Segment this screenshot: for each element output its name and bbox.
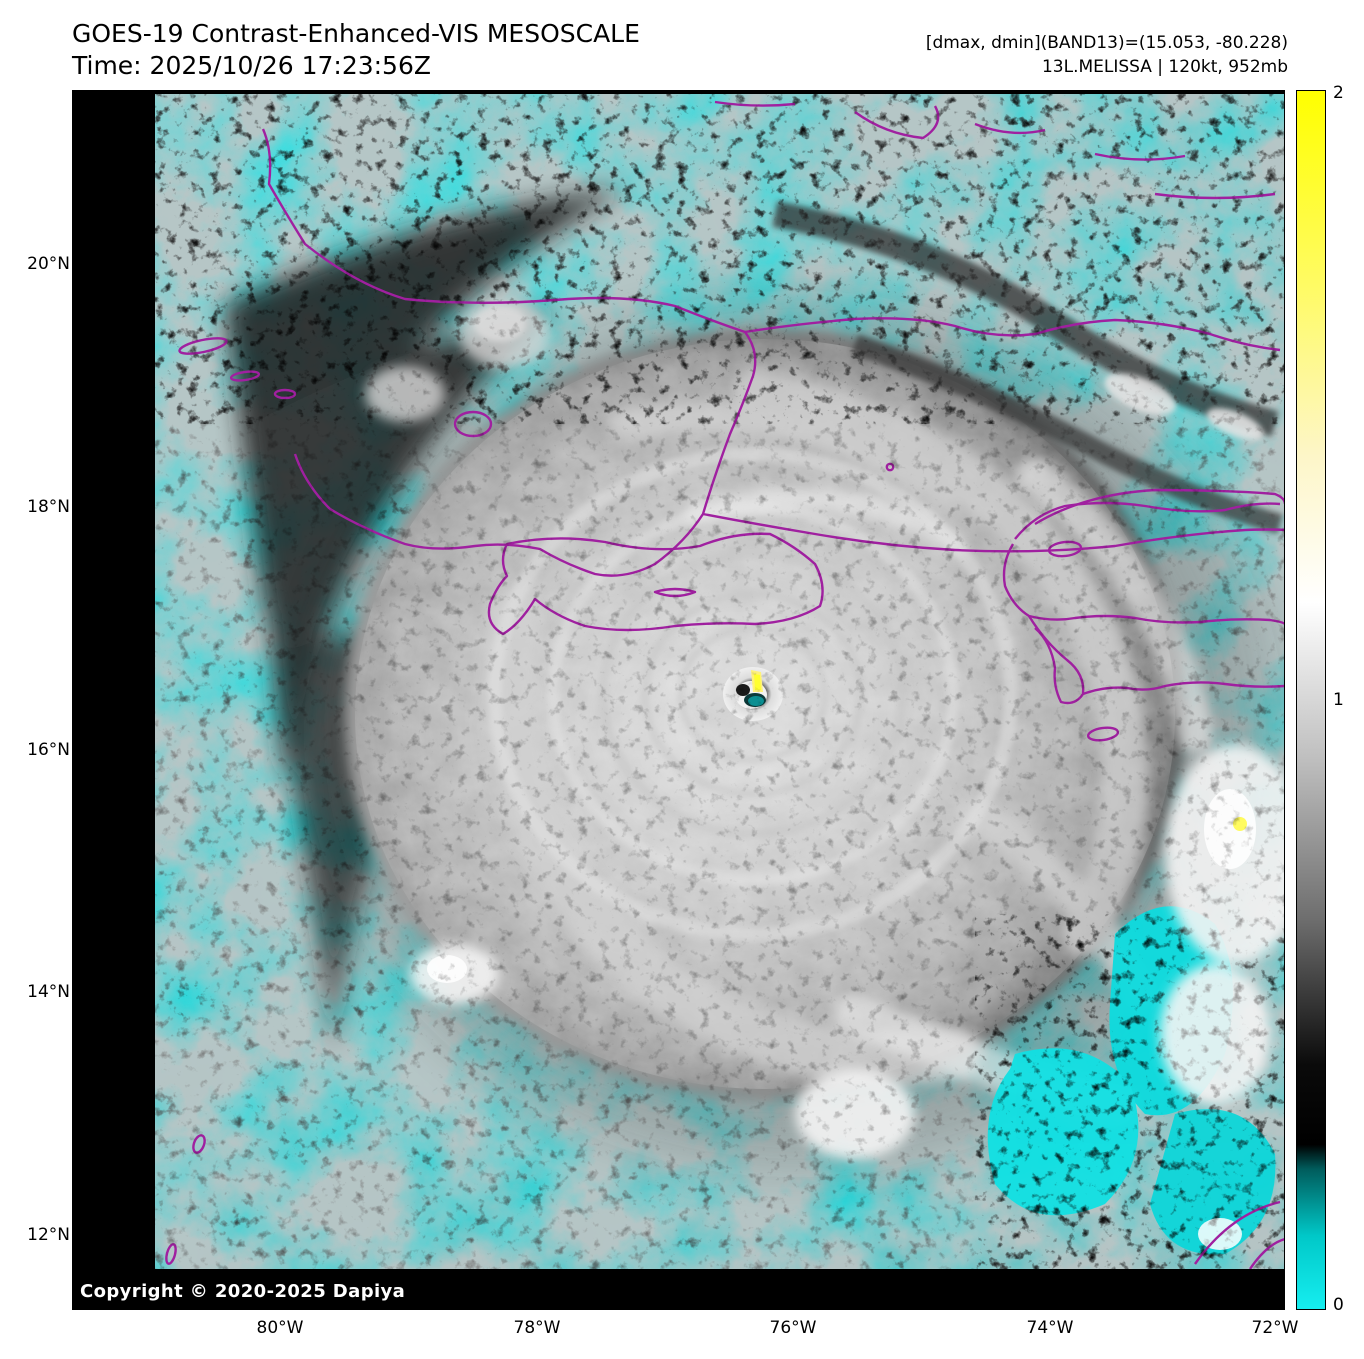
copyright-notice: Copyright © 2020-2025 Dapiya	[80, 1281, 406, 1302]
satellite-image-plot[interactable]	[72, 90, 1285, 1310]
ytick-label-14n: 14°N	[27, 982, 70, 1002]
colorbar-tick-1: 1	[1333, 690, 1344, 710]
colorbar-tick-0: 0	[1333, 1295, 1344, 1315]
ytick-label-18n: 18°N	[27, 497, 70, 517]
xtick-label-78w: 78°W	[513, 1318, 561, 1338]
colorbar[interactable]	[1296, 90, 1326, 1310]
title-line-2-time: Time: 2025/10/26 17:23:56Z	[72, 51, 431, 80]
colorbar-tick-2: 2	[1333, 83, 1344, 103]
ytick-label-20n: 20°N	[27, 254, 70, 274]
ytick-label-12n: 12°N	[27, 1225, 70, 1245]
xtick-label-76w: 76°W	[769, 1318, 817, 1338]
xtick-label-80w: 80°W	[256, 1318, 304, 1338]
title-line-1: GOES-19 Contrast-Enhanced-VIS MESOSCALE	[72, 19, 640, 48]
storm-identifier: 13L.MELISSA | 120kt, 952mb	[1041, 57, 1288, 77]
xtick-label-72w: 72°W	[1251, 1318, 1299, 1338]
satellite-data-swath	[155, 94, 1285, 1269]
ytick-label-16n: 16°N	[27, 740, 70, 760]
chart-info-block: [dmax, dmin](BAND13)=(15.053, -80.228) 13…	[926, 31, 1288, 79]
satellite-imagery-svg	[155, 94, 1285, 1269]
dmax-dmin-readout: [dmax, dmin](BAND13)=(15.053, -80.228)	[925, 33, 1288, 53]
xtick-label-74w: 74°W	[1026, 1318, 1074, 1338]
chart-title: GOES-19 Contrast-Enhanced-VIS MESOSCALE T…	[72, 18, 640, 82]
